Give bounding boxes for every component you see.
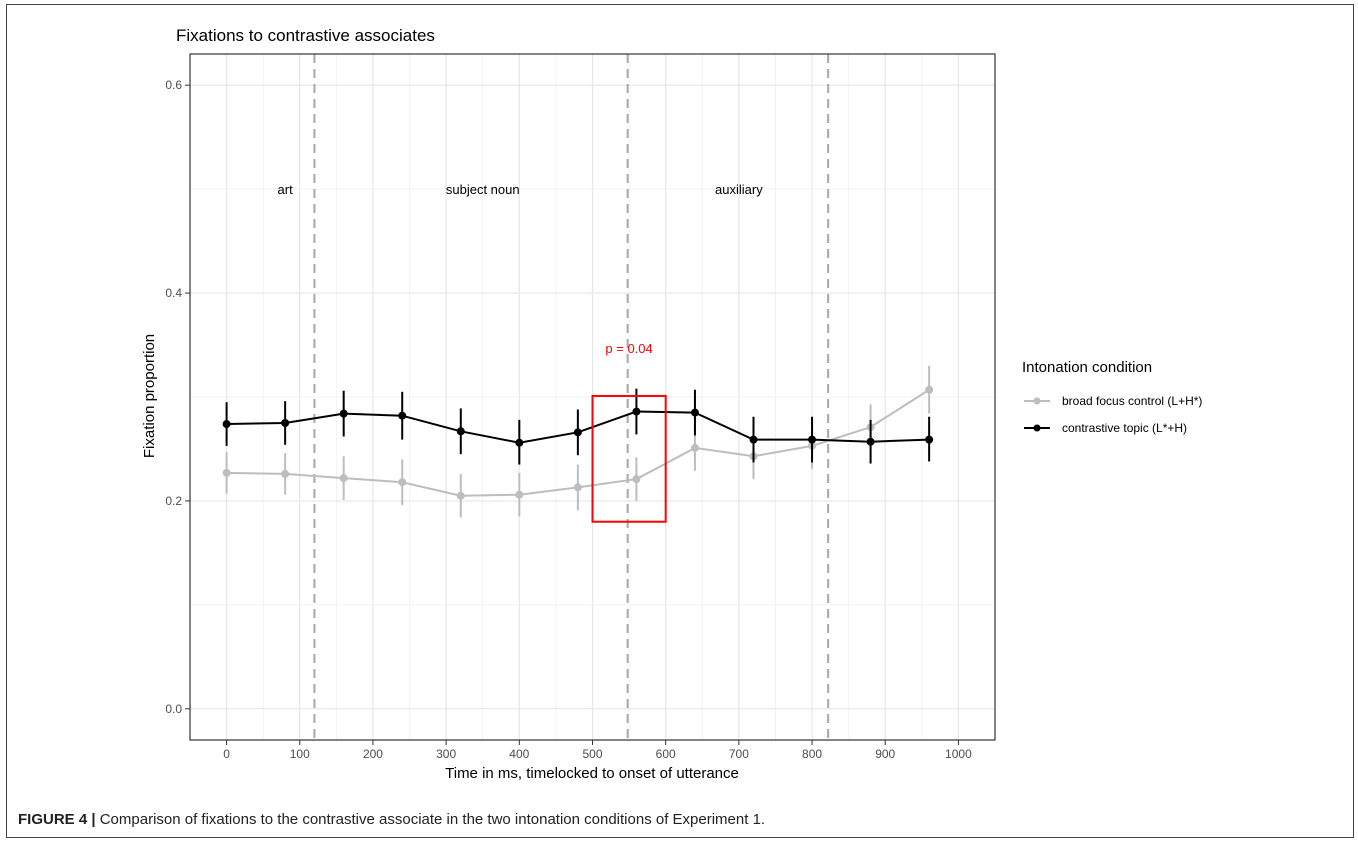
data-point: [456, 491, 465, 500]
data-point: [925, 385, 934, 394]
x-tick-label: 300: [436, 747, 456, 761]
significance-box: [591, 394, 667, 523]
axes: 0 100 200 300 400 500 600 700 800 900 1000 0.0 0.2 0.…: [165, 53, 996, 761]
data-point: [456, 427, 465, 436]
data-point: [808, 435, 817, 444]
y-axis-label: Fixation proportion: [141, 334, 158, 458]
x-tick-label: 800: [802, 747, 822, 761]
segment-label: art: [278, 182, 294, 197]
data-point: [398, 411, 407, 420]
data-point: [515, 490, 524, 499]
figure-frame: [6, 4, 1354, 838]
x-tick-label: 400: [509, 747, 529, 761]
data-point: [515, 438, 524, 447]
y-tick-label: 0.6: [165, 78, 182, 92]
x-axis-label: Time in ms, timelocked to onset of utter…: [445, 765, 739, 782]
x-tick-label: 700: [729, 747, 749, 761]
segment-boundaries: [313, 54, 830, 740]
segment-label: auxiliary: [715, 182, 763, 197]
caption-text: Comparison of fixations to the contrasti…: [95, 811, 766, 828]
y-tick-label: 0.2: [165, 494, 182, 508]
y-tick-label: 0.4: [165, 286, 182, 300]
data-point: [925, 435, 934, 444]
data-point: [222, 468, 231, 477]
x-tick-label: 500: [582, 747, 602, 761]
legend: Intonation condition broad focus control …: [1022, 359, 1202, 435]
data-point: [339, 474, 348, 483]
data-point: [573, 483, 582, 492]
y-tick-label: 0.0: [165, 702, 182, 716]
legend-title: Intonation condition: [1022, 359, 1152, 376]
data-point: [749, 435, 758, 444]
series-contrastive-topic: [222, 388, 934, 465]
segment-label: subject noun: [446, 182, 520, 197]
data-point: [690, 408, 699, 417]
x-tick-label: 100: [290, 747, 310, 761]
legend-swatch-point: [1033, 424, 1041, 432]
data-point: [398, 478, 407, 487]
x-tick-label: 200: [363, 747, 383, 761]
legend-swatch-point: [1033, 397, 1041, 405]
data-point: [690, 443, 699, 452]
data-point: [573, 428, 582, 437]
p-value-annotation: p = 0.04: [605, 341, 652, 356]
data-point: [632, 407, 641, 416]
x-tick-label: 1000: [945, 747, 972, 761]
segment-labels: art subject noun auxiliary: [278, 182, 764, 197]
chart-title: Fixations to contrastive associates: [176, 26, 435, 45]
series-layer: [222, 365, 934, 518]
data-point: [281, 418, 290, 427]
x-tick-label: 900: [875, 747, 895, 761]
data-point: [222, 420, 231, 429]
data-point: [866, 437, 875, 446]
data-point: [632, 475, 641, 484]
legend-entry-label: contrastive topic (L*+H): [1062, 421, 1187, 435]
data-point: [281, 469, 290, 478]
grid: [190, 54, 995, 740]
figure-caption: FIGURE 4 | Comparison of fixations to th…: [18, 811, 765, 828]
x-tick-label: 600: [656, 747, 676, 761]
data-point: [339, 409, 348, 418]
legend-entry-label: broad focus control (L+H*): [1062, 394, 1202, 408]
x-tick-label: 0: [223, 747, 230, 761]
annotation-layer: p = 0.04: [591, 341, 667, 523]
caption-label: FIGURE 4 |: [18, 811, 96, 828]
